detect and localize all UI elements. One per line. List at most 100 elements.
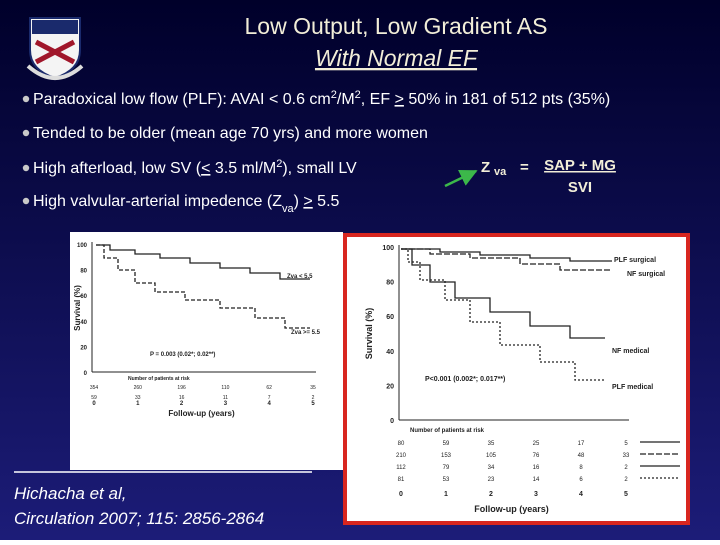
y-tick-label: 0 <box>390 418 394 425</box>
y-tick-label: 20 <box>80 345 87 351</box>
risk-count: 16 <box>533 465 540 471</box>
bullet-marker <box>22 95 30 103</box>
bullet-segment: 50% in 181 of 512 pts (35%) <box>404 91 610 108</box>
p-value: P<0.001 (0.002*; 0.017**) <box>425 376 505 383</box>
risk-count: 62 <box>266 385 272 391</box>
risk-count: 16 <box>179 395 185 401</box>
risk-count: 11 <box>223 395 228 401</box>
curves-left <box>96 244 310 329</box>
risk-count: 2 <box>624 465 628 471</box>
risk-count: 53 <box>443 477 450 483</box>
bullet-marker <box>22 197 30 205</box>
bullet-segment: > <box>303 193 312 210</box>
risk-count: 23 <box>488 477 495 483</box>
y-tick-label: 20 <box>386 383 394 390</box>
curve-label: Zva >= 5.5 <box>291 330 321 336</box>
citation-journal: Circulation 2007; 115: 2856-2864 <box>14 509 264 528</box>
bullet-segment: < <box>201 160 210 177</box>
risk-count: 110 <box>221 385 229 391</box>
x-tick-label: 5 <box>311 401 315 407</box>
risk-count: 105 <box>486 453 497 459</box>
y-tick-label: 100 <box>382 245 394 252</box>
y-tick-label: 80 <box>80 269 87 275</box>
x-tick-label: 1 <box>136 401 140 407</box>
formula-symbol: Z <box>481 159 490 176</box>
curve-label: PLF surgical <box>614 257 656 264</box>
curves-right <box>401 248 612 381</box>
bullet-text: Paradoxical low flow (PLF): AVAI < 0.6 c… <box>33 89 610 108</box>
risk-count: 35 <box>488 441 495 447</box>
risk-count: 33 <box>623 453 630 459</box>
x-tick-label: 3 <box>224 401 228 407</box>
title: Low Output, Low Gradient AS <box>244 13 547 39</box>
x-axis-label: Follow-up (years) <box>474 504 549 514</box>
bullet-segment: High afterload, low SV ( <box>33 160 202 177</box>
risk-title: Number of patients at risk <box>410 428 485 434</box>
formula: Z va = SAP + MG SVI <box>481 157 616 196</box>
curve-label: NF medical <box>612 348 649 355</box>
bullet-segment: 3.5 ml/M <box>210 160 276 177</box>
curve-label: PLF medical <box>612 384 653 391</box>
x-tick-label: 0 <box>399 491 403 498</box>
risk-count: 59 <box>91 395 97 401</box>
bullet-text: Tended to be older (mean age 70 yrs) and… <box>33 125 428 142</box>
risk-legend <box>640 441 680 479</box>
x-tick-label: 0 <box>92 401 96 407</box>
x-tick-label: 3 <box>534 491 538 498</box>
curve-label: Zva < 5.5 <box>287 274 313 280</box>
risk-count: 17 <box>578 441 585 447</box>
risk-count: 35 <box>310 385 316 391</box>
figure-right-frame <box>343 233 690 525</box>
bullet-list: Paradoxical low flow (PLF): AVAI < 0.6 c… <box>22 89 610 215</box>
risk-count: 14 <box>533 477 540 483</box>
bullet-segment: Paradoxical low flow (PLF): AVAI < 0.6 c… <box>33 91 331 108</box>
bullet-segment: , EF <box>361 91 395 108</box>
bullet-segment: 2 <box>355 89 361 101</box>
x-tick-label: 4 <box>579 491 583 498</box>
bullet-segment: 5.5 <box>313 193 340 210</box>
bullet-segment: High valvular-arterial impedence (Z <box>33 193 282 210</box>
risk-count: 79 <box>443 465 450 471</box>
logo <box>26 17 84 80</box>
bullet-segment: ), small LV <box>282 160 357 177</box>
risk-count: 48 <box>578 453 585 459</box>
citation-author: Hichacha et al, <box>14 484 126 503</box>
bullet-marker <box>22 129 30 137</box>
x-tick-label: 2 <box>180 401 184 407</box>
figure-left: 100 80 60 40 20 0 0 1 2 3 4 5 Follow-up (years) Survi… <box>73 242 321 418</box>
x-tick-label: 4 <box>268 401 272 407</box>
y-tick-label: 80 <box>386 280 394 287</box>
risk-count: 2 <box>624 477 628 483</box>
risk-count: 6 <box>579 477 583 483</box>
y-tick-label: 60 <box>80 294 87 300</box>
y-tick-label: 40 <box>386 349 394 356</box>
curve-label: NF surgical <box>627 271 665 278</box>
risk-count: 153 <box>441 453 452 459</box>
y-tick-label: 40 <box>80 320 87 326</box>
x-tick-label: 2 <box>489 491 493 498</box>
risk-count: 260 <box>134 385 143 391</box>
risk-count: 2 <box>312 395 315 401</box>
risk-count: 80 <box>398 441 405 447</box>
risk-count: 354 <box>90 385 99 391</box>
figure-left-frame <box>70 232 343 470</box>
risk-count: 112 <box>396 465 406 471</box>
risk-count: 34 <box>488 465 495 471</box>
p-value: P = 0.003 (0.02*; 0.02**) <box>150 352 215 358</box>
bullet-segment: > <box>395 91 404 108</box>
formula-numerator: SAP + MG <box>544 157 616 174</box>
bullet-segment: /M <box>337 91 355 108</box>
risk-count: 5 <box>624 441 628 447</box>
x-axis-label: Follow-up (years) <box>168 409 235 418</box>
risk-count: 81 <box>398 477 405 483</box>
bullet-segment: ) <box>294 193 304 210</box>
risk-count: 59 <box>443 441 450 447</box>
risk-count: 210 <box>396 453 407 459</box>
arrow <box>444 169 478 188</box>
y-tick-label: 60 <box>386 314 394 321</box>
bullet-segment: va <box>282 203 295 215</box>
risk-count: 8 <box>579 465 583 471</box>
formula-subscript: va <box>494 166 507 178</box>
